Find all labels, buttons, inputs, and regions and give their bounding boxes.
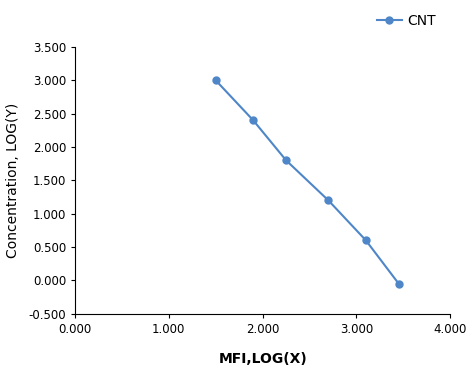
Line: CNT: CNT <box>212 77 402 287</box>
CNT <box>325 198 331 203</box>
CNT <box>213 78 219 83</box>
CNT <box>283 158 289 163</box>
Y-axis label: Concentration, LOG(Y): Concentration, LOG(Y) <box>6 103 20 258</box>
Legend: CNT: CNT <box>377 14 436 28</box>
CNT <box>396 281 401 286</box>
X-axis label: MFI,LOG(X): MFI,LOG(X) <box>218 352 307 366</box>
CNT <box>363 238 369 243</box>
CNT <box>250 118 256 123</box>
